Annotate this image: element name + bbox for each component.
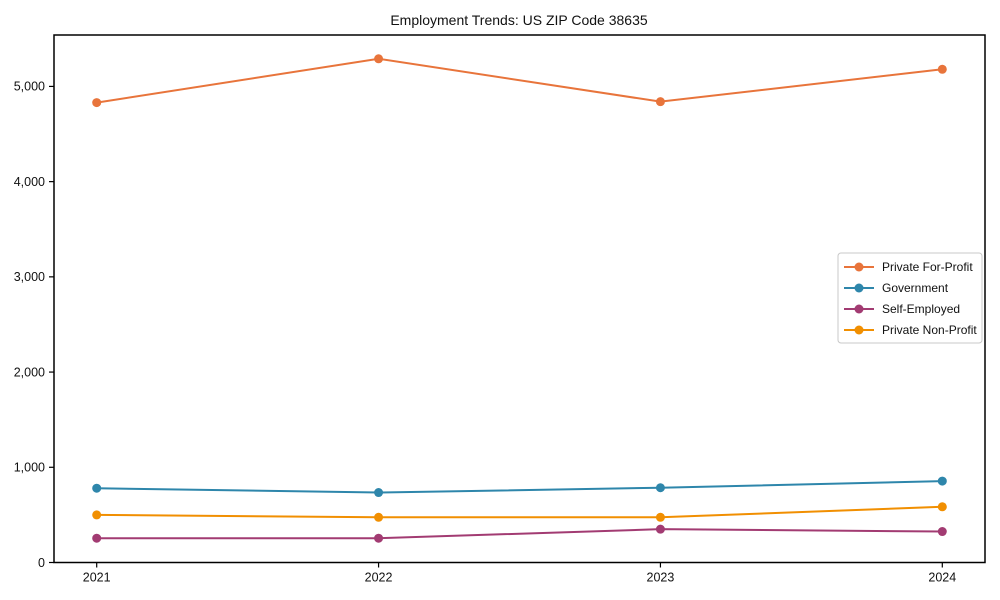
data-point-government-2023 — [655, 483, 665, 493]
series-government — [92, 476, 947, 498]
series-layer — [92, 54, 947, 543]
data-point-self-employed-2023 — [655, 524, 665, 534]
data-point-private-for-profit-2024 — [937, 64, 947, 74]
series-line-government — [96, 480, 943, 494]
data-point-self-employed-2021 — [92, 533, 102, 543]
legend-label-government: Government — [882, 281, 949, 295]
series-private-non-profit — [92, 502, 947, 522]
plot-box — [53, 34, 986, 564]
data-point-private-for-profit-2021 — [92, 98, 102, 108]
legend-item-self-employed: Self-Employed — [844, 302, 960, 316]
x-tick-label: 2023 — [647, 571, 675, 585]
data-point-private-non-profit-2022 — [374, 512, 384, 522]
data-point-government-2021 — [92, 483, 102, 493]
plot-area: 0 1,000 2,000 3,000 4,000 5,000 2021 2022 2023 20… — [14, 34, 986, 585]
legend-label-self-employed: Self-Employed — [882, 302, 960, 316]
series-line-private-for-profit — [96, 57, 943, 104]
y-tick-label: 4,000 — [14, 175, 45, 189]
chart-title: Employment Trends: US ZIP Code 38635 — [390, 12, 648, 28]
data-point-self-employed-2022 — [374, 533, 384, 543]
y-tick-label: 1,000 — [14, 461, 45, 475]
y-tick-label: 3,000 — [14, 270, 45, 284]
legend-marker-private-non-profit-icon — [854, 325, 864, 335]
y-tick-label: 5,000 — [14, 80, 45, 94]
y-tick-label: 2,000 — [14, 365, 45, 379]
data-point-private-non-profit-2021 — [92, 510, 102, 520]
y-tick-label: 0 — [38, 556, 45, 570]
data-point-government-2024 — [937, 476, 947, 486]
legend-marker-self-employed-icon — [854, 304, 864, 314]
legend-label-private-non-profit: Private Non-Profit — [882, 323, 977, 337]
series-self-employed — [92, 524, 947, 543]
x-tick-label: 2024 — [928, 571, 956, 585]
data-point-government-2022 — [374, 488, 384, 498]
data-point-private-for-profit-2022 — [374, 54, 384, 64]
legend: Private For-Profit Government Self-Employe… — [837, 252, 983, 344]
x-tick-label: 2022 — [365, 571, 393, 585]
legend-item-private-non-profit: Private Non-Profit — [844, 323, 977, 337]
legend-marker-private-for-profit-icon — [854, 262, 864, 272]
legend-label-private-for-profit: Private For-Profit — [882, 260, 973, 274]
legend-item-private-for-profit: Private For-Profit — [844, 260, 973, 274]
legend-item-government: Government — [844, 281, 949, 295]
data-point-private-for-profit-2023 — [655, 97, 665, 107]
series-line-private-non-profit — [96, 505, 943, 519]
series-line-self-employed — [96, 528, 943, 540]
data-point-private-non-profit-2023 — [655, 512, 665, 522]
x-tick-label: 2021 — [83, 571, 111, 585]
data-point-private-non-profit-2024 — [937, 502, 947, 512]
series-private-for-profit — [92, 54, 947, 108]
data-point-self-employed-2024 — [937, 527, 947, 537]
legend-box — [837, 252, 983, 344]
legend-marker-government-icon — [854, 283, 864, 293]
